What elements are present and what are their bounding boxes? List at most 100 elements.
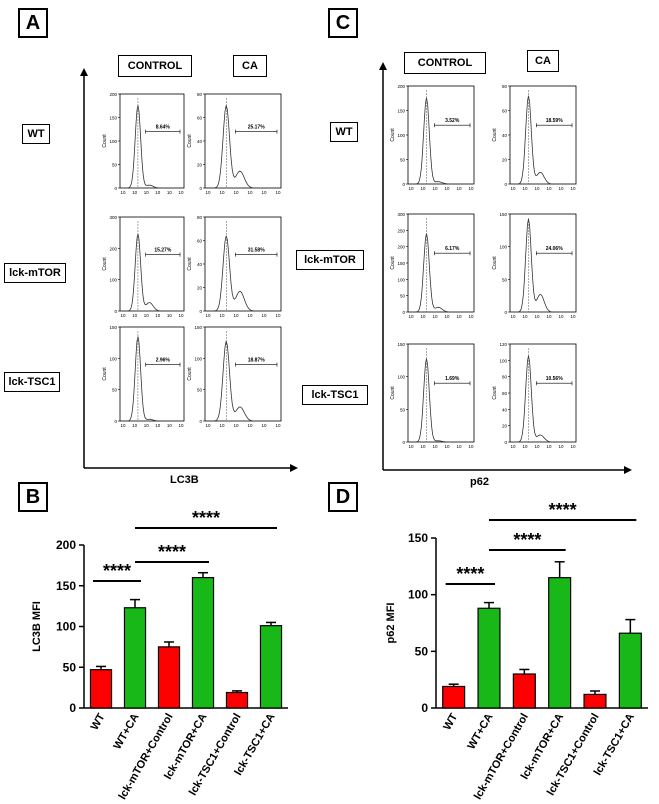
- histogram-x-tick-label: 10: [408, 186, 414, 191]
- histogram-y-axis-label: Count: [492, 128, 498, 142]
- histogram-y-tick-label: 0: [114, 309, 117, 314]
- panel-c-row-lck-mtor: lck-mTOR: [296, 250, 364, 270]
- histogram-y-tick-label: 120: [499, 342, 507, 347]
- histogram-curve: [207, 105, 279, 189]
- chart-d-bar-6: [618, 632, 642, 709]
- histogram-x-tick-label: 10: [205, 190, 211, 195]
- histogram-y-tick-label: 60: [502, 109, 508, 114]
- histogram-gate-percent: 18.87%: [248, 358, 266, 364]
- histogram-y-tick-label: 50: [400, 158, 406, 163]
- panel-c-histogram-3: 0 50 100 150 200 250 300 Count 10 10 10 10 10 10 6.17%: [390, 212, 475, 319]
- histogram-gate-percent: 18.59%: [546, 118, 564, 124]
- chart-d-significance-label: ****: [513, 530, 541, 550]
- panel-label-d: D: [328, 482, 358, 512]
- histogram-x-tick-label: 10: [155, 190, 161, 195]
- histogram-frame: [509, 213, 577, 313]
- histogram-gate-percent: 1.69%: [445, 376, 460, 382]
- histogram-x-tick-label: 10: [167, 423, 173, 428]
- histogram-x-tick-label: 10: [155, 313, 161, 318]
- histogram-x-tick-label: 10: [420, 444, 426, 449]
- histogram-curve: [410, 97, 472, 185]
- histogram-x-tick-label: 10: [570, 314, 576, 319]
- histogram-x-tick-label: 10: [205, 423, 211, 428]
- histogram-y-tick-label: 100: [109, 278, 117, 283]
- histogram-curve: [122, 233, 182, 312]
- histogram-frame: [407, 85, 475, 185]
- panel-c-row-wt: WT: [330, 122, 358, 142]
- histogram-x-tick-label: 10: [522, 444, 528, 449]
- histogram-y-tick-label: 250: [397, 228, 405, 233]
- histogram-x-tick-label: 10: [247, 190, 253, 195]
- histogram-y-tick-label: 40: [197, 139, 203, 144]
- histogram-y-tick-label: 80: [502, 375, 508, 380]
- chart-d-bar-3: [512, 673, 536, 709]
- chart-d-y-tick-label: 0: [421, 701, 428, 715]
- panel-a-x-axis-label: LC3B: [170, 474, 199, 486]
- chart-b-bar-1: [89, 669, 113, 709]
- histogram-x-tick-label: 10: [456, 444, 462, 449]
- chart-b-significance-label: ****: [103, 561, 131, 581]
- histogram-frame: [119, 216, 185, 312]
- histogram-x-tick-label: 10: [247, 423, 253, 428]
- histogram-x-tick-label: 10: [534, 186, 540, 191]
- histogram-x-tick-label: 10: [432, 314, 438, 319]
- histogram-x-tick-label: 10: [144, 423, 150, 428]
- histogram-x-tick-label: 10: [546, 314, 552, 319]
- histogram-x-tick-label: 10: [144, 313, 150, 318]
- histogram-y-tick-label: 100: [109, 356, 117, 361]
- histogram-curve: [512, 95, 574, 185]
- histogram-frame: [407, 343, 475, 443]
- histogram-y-tick-label: 0: [199, 186, 202, 191]
- chart-d-bar-4: [548, 577, 572, 709]
- chart-b-y-tick-label: 0: [69, 701, 76, 715]
- histogram-frame: [119, 93, 185, 189]
- histogram-x-tick-label: 10: [570, 444, 576, 449]
- histogram-y-tick-label: 60: [197, 116, 203, 121]
- histogram-x-tick-label: 10: [534, 444, 540, 449]
- histogram-frame: [119, 326, 185, 422]
- chart-d-bar-2: [477, 607, 501, 709]
- chart-b-y-tick-label: 100: [56, 620, 76, 634]
- histogram-x-tick-label: 10: [261, 423, 267, 428]
- histogram-x-tick-label: 10: [570, 186, 576, 191]
- histogram-x-tick-label: 10: [558, 186, 564, 191]
- histogram-y-tick-label: 100: [499, 358, 507, 363]
- histogram-y-tick-label: 20: [197, 163, 203, 168]
- panel-c-histogram-1: 0 50 100 150 200 Count 10 10 10 10 10 10 3.52%: [390, 84, 475, 191]
- histogram-y-tick-label: 50: [400, 407, 406, 412]
- histogram-x-tick-label: 10: [558, 444, 564, 449]
- panel-label-a: A: [18, 8, 48, 38]
- panel-c-histogram-5: 0 50 100 150 Count 10 10 10 10 10 10 1.69%: [390, 342, 475, 449]
- chart-d-y-tick-label: 100: [408, 588, 428, 602]
- histogram-gate-percent: 8.64%: [156, 125, 171, 131]
- histogram-x-tick-label: 10: [444, 444, 450, 449]
- histogram-x-tick-label: 10: [468, 444, 474, 449]
- histogram-y-tick-label: 100: [109, 139, 117, 144]
- histogram-y-tick-label: 20: [502, 158, 508, 163]
- histogram-x-tick-label: 10: [522, 314, 528, 319]
- histogram-y-axis-label: Count: [187, 367, 193, 381]
- chart-b-bar-4: [191, 576, 215, 709]
- histogram-x-tick-label: 10: [178, 190, 184, 195]
- histogram-gate-percent: 24.06%: [546, 246, 564, 252]
- panel-a-histogram-1: 0 50 100 150 200 Count 10 10 10 10 10 10 8.64%: [102, 92, 185, 195]
- histogram-x-tick-label: 10: [178, 313, 184, 318]
- histogram-y-tick-label: 200: [109, 246, 117, 251]
- histogram-y-axis-label: Count: [492, 386, 498, 400]
- panel-a-histogram-2: 0 20 40 60 80 Count 10 10 10 10 10 10 25.17%: [187, 92, 282, 195]
- histogram-x-tick-label: 10: [132, 190, 138, 195]
- histogram-curve: [122, 105, 182, 189]
- histogram-y-tick-label: 150: [397, 342, 405, 347]
- chart-d-significance-label: ****: [456, 564, 484, 584]
- histogram-y-tick-label: 100: [194, 356, 202, 361]
- histogram-y-axis-label: Count: [102, 257, 108, 271]
- panel-c-col-control: CONTROL: [404, 52, 486, 74]
- histogram-y-tick-label: 150: [194, 325, 202, 330]
- panel-a-histogram-5: 0 50 100 150 Count 10 10 10 10 10 10 2.96%: [102, 325, 185, 428]
- histogram-y-tick-label: 0: [402, 182, 405, 187]
- chart-b-x-tick-label: WT: [89, 711, 108, 732]
- histogram-x-tick-label: 10: [546, 444, 552, 449]
- histogram-x-tick-label: 10: [432, 444, 438, 449]
